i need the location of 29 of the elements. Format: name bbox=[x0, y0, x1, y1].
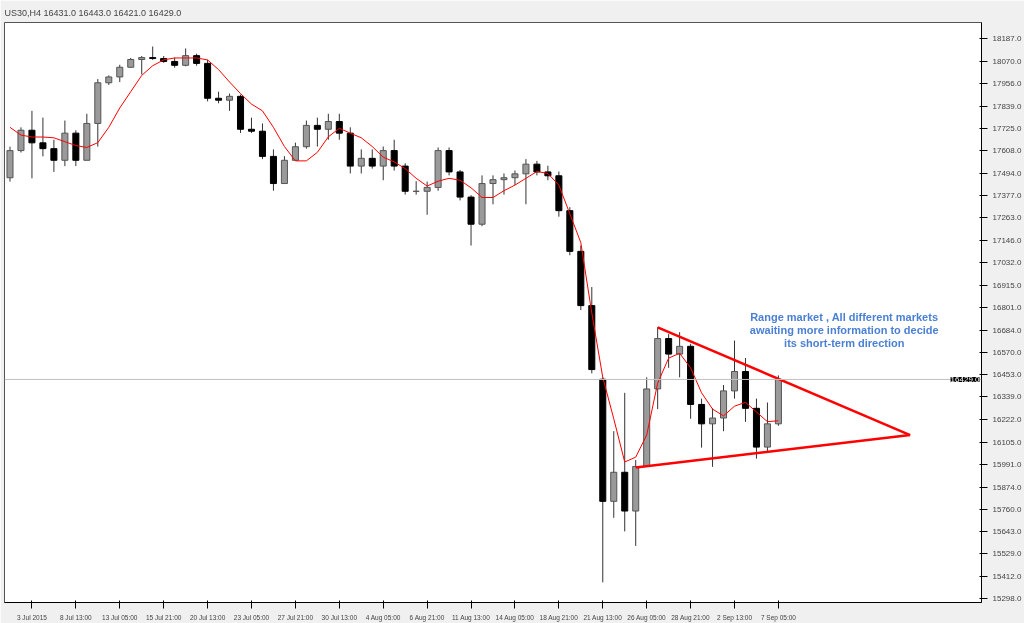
y-tick-label: 16339.0 bbox=[992, 392, 1022, 402]
y-tick-label: 17839.0 bbox=[992, 101, 1022, 111]
y-tick-label: 16915.0 bbox=[992, 280, 1022, 290]
chart-title: US30,H4 16431.0 16443.0 16421.0 16429.0 bbox=[4, 7, 182, 18]
annotation: Range market , All different markets awaiting more information to decide its short-term direction bbox=[749, 310, 939, 349]
y-tick-label: 17377.0 bbox=[992, 191, 1022, 201]
y-tick-label: 15874.0 bbox=[992, 482, 1022, 492]
ref-line-label: 16429.0 bbox=[950, 374, 981, 384]
y-tick-label: 17146.0 bbox=[992, 236, 1022, 246]
y-tick-label: 15298.0 bbox=[992, 594, 1022, 604]
y-tick-label: 18070.0 bbox=[992, 56, 1022, 66]
y-tick-label: 17263.0 bbox=[992, 213, 1022, 223]
y-tick-label: 16105.0 bbox=[992, 437, 1022, 447]
y-tick-label: 17032.0 bbox=[992, 258, 1022, 268]
y-tick-label: 17956.0 bbox=[992, 79, 1022, 89]
y-tick-label: 18187.0 bbox=[992, 34, 1022, 44]
y-tick-label: 16570.0 bbox=[992, 347, 1022, 357]
y-tick-label: 15760.0 bbox=[992, 504, 1022, 514]
y-tick-label: 15529.0 bbox=[992, 549, 1022, 559]
y-tick-label: 16684.0 bbox=[992, 325, 1022, 335]
y-tick-label: 17725.0 bbox=[992, 123, 1022, 133]
y-tick-label: 17494.0 bbox=[992, 168, 1022, 178]
y-tick-label: 16222.0 bbox=[992, 415, 1022, 425]
y-tick-label: 17608.0 bbox=[992, 146, 1022, 156]
y-tick-label: 16453.0 bbox=[992, 370, 1022, 380]
y-tick-label: 15412.0 bbox=[992, 572, 1022, 582]
y-tick-label: 15991.0 bbox=[992, 459, 1022, 469]
y-tick-label: 15643.0 bbox=[992, 527, 1022, 537]
y-tick-label: 16801.0 bbox=[992, 302, 1022, 312]
